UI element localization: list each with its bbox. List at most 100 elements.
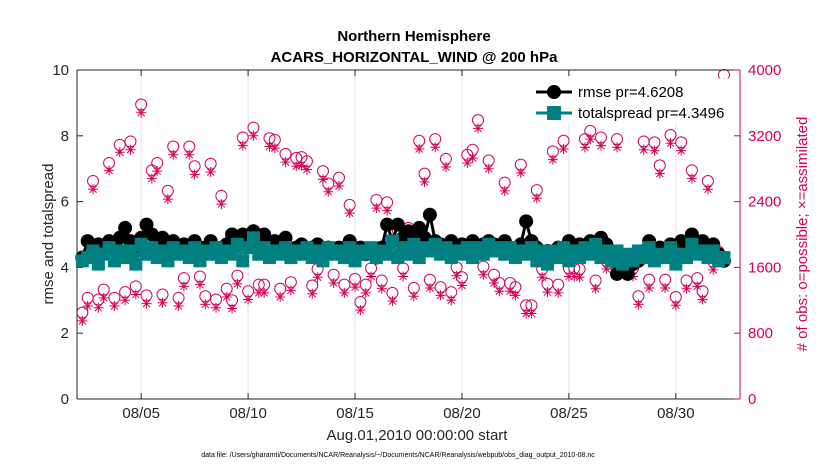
- totalspread-point: [541, 257, 555, 271]
- obs-assimilated-point: [697, 294, 708, 305]
- obs-assimilated-point: [649, 145, 660, 156]
- obs-assimilated-point: [173, 301, 184, 312]
- obs-assimilated-series: [77, 78, 729, 326]
- obs-assimilated-point: [708, 264, 719, 275]
- obs-assimilated-point: [93, 302, 104, 313]
- obs-assimilated-point: [553, 287, 564, 298]
- obs-assimilated-point: [205, 166, 216, 177]
- obs-assimilated-point: [489, 278, 500, 289]
- obs-assimilated-point: [665, 138, 676, 149]
- rmse-point: [519, 214, 534, 229]
- obs-assimilated-point: [686, 173, 697, 184]
- obs-assimilated-point: [595, 140, 606, 151]
- obs-assimilated-point: [109, 301, 120, 312]
- obs-assimilated-point: [510, 290, 521, 301]
- left-y-tick-label: 8: [61, 128, 69, 145]
- obs-assimilated-point: [194, 279, 205, 290]
- obs-assimilated-point: [162, 194, 173, 205]
- totalspread-point: [642, 241, 656, 255]
- legend-background: [529, 78, 739, 124]
- x-tick-label: 08/15: [336, 405, 374, 422]
- totalspread-point: [589, 237, 603, 251]
- rmse-point: [390, 217, 405, 232]
- obs-assimilated-point: [499, 185, 510, 196]
- legend-rmse-label: rmse pr=4.6208: [578, 84, 683, 101]
- obs-assimilated-point: [339, 287, 350, 298]
- left-y-tick-label: 10: [52, 62, 69, 79]
- obs-assimilated-point: [494, 286, 505, 297]
- obs-assimilated-point: [82, 301, 93, 312]
- obs-assimilated-point: [211, 302, 222, 313]
- obs-assimilated-point: [120, 295, 131, 306]
- totalspread-series: [75, 231, 731, 271]
- obs-assimilated-point: [424, 282, 435, 293]
- obs-assimilated-point: [692, 281, 703, 292]
- obs-assimilated-point: [312, 272, 323, 283]
- obs-assimilated-point: [136, 107, 147, 118]
- obs-assimilated-point: [467, 153, 478, 164]
- obs-assimilated-point: [574, 272, 585, 283]
- obs-assimilated-point: [259, 287, 270, 298]
- obs-assimilated-point: [579, 142, 590, 153]
- legend-totalspread-label: totalspread pr=4.3496: [578, 105, 724, 122]
- obs-assimilated-point: [387, 296, 398, 307]
- obs-assimilated-point: [232, 278, 243, 289]
- right-y-tick-label: 0: [748, 391, 756, 408]
- legend-rmse-marker: [547, 85, 561, 99]
- obs-assimilated-point: [328, 278, 339, 289]
- obs-assimilated-point: [98, 292, 109, 303]
- obs-assimilated-point: [291, 161, 302, 172]
- obs-assimilated-point: [264, 141, 275, 152]
- right-y-tick-label: 2400: [748, 194, 781, 211]
- x-tick-label: 08/30: [657, 405, 695, 422]
- obs-assimilated-point: [478, 269, 489, 280]
- obs-assimilated-point: [344, 208, 355, 219]
- rmse-point: [118, 220, 133, 235]
- obs-assimilated-point: [542, 287, 553, 298]
- obs-assimilated-point: [227, 303, 238, 314]
- obs-assimilated-point: [702, 184, 713, 195]
- obs-assimilated-point: [547, 154, 558, 165]
- obs-assimilated-point: [483, 163, 494, 174]
- left-y-tick-label: 0: [61, 391, 69, 408]
- x-axis-ticks: 08/05 08/10 08/15 08/20 08/25 08/30: [122, 70, 695, 422]
- data-file-footnote: data file: /Users/gharamti/Documents/NCA…: [201, 452, 595, 459]
- obs-assimilated-point: [253, 287, 264, 298]
- obs-assimilated-point: [200, 299, 211, 310]
- obs-assimilated-point: [633, 299, 644, 310]
- totalspread-point: [129, 257, 143, 271]
- obs-assimilated-point: [382, 205, 393, 216]
- obs-assimilated-point: [216, 199, 227, 210]
- obs-assimilated-point: [280, 157, 291, 168]
- right-y-tick-label: 800: [748, 325, 773, 342]
- obs-assimilated-point: [563, 271, 574, 282]
- obs-assimilated-point: [88, 184, 99, 195]
- left-y-axis-ticks: 0 2 4 6 8 10: [52, 62, 83, 408]
- obs-assimilated-point: [243, 294, 254, 305]
- obs-assimilated-point: [521, 308, 532, 319]
- obs-assimilated-point: [590, 283, 601, 294]
- obs-assimilated-point: [371, 203, 382, 214]
- obs-assimilated-point: [456, 280, 467, 291]
- left-y-axis-label: rmse and totalspread: [40, 164, 57, 305]
- legend: rmse pr=4.6208 totalspread pr=4.3496: [529, 78, 739, 124]
- obs-assimilated-point: [612, 142, 623, 153]
- legend-totalspread-marker: [547, 106, 561, 120]
- left-y-tick-label: 6: [61, 194, 69, 211]
- chart-title: Northern Hemisphere: [337, 28, 490, 45]
- obs-assimilated-point: [307, 288, 318, 299]
- totalspread-point: [316, 254, 330, 268]
- obs-assimilated-point: [333, 180, 344, 191]
- right-y-axis-label: # of obs: o=possible; ×=assimilated: [794, 117, 811, 352]
- obs-assimilated-point: [670, 300, 681, 311]
- x-tick-label: 08/25: [550, 405, 588, 422]
- obs-assimilated-point: [558, 143, 569, 154]
- obs-assimilated-point: [446, 295, 457, 306]
- right-y-tick-label: 3200: [748, 128, 781, 145]
- obs-assimilated-point: [168, 149, 179, 160]
- obs-assimilated-point: [681, 283, 692, 294]
- obs-assimilated-point: [638, 144, 649, 155]
- obs-assimilated-point: [157, 297, 168, 308]
- obs-assimilated-point: [505, 286, 516, 297]
